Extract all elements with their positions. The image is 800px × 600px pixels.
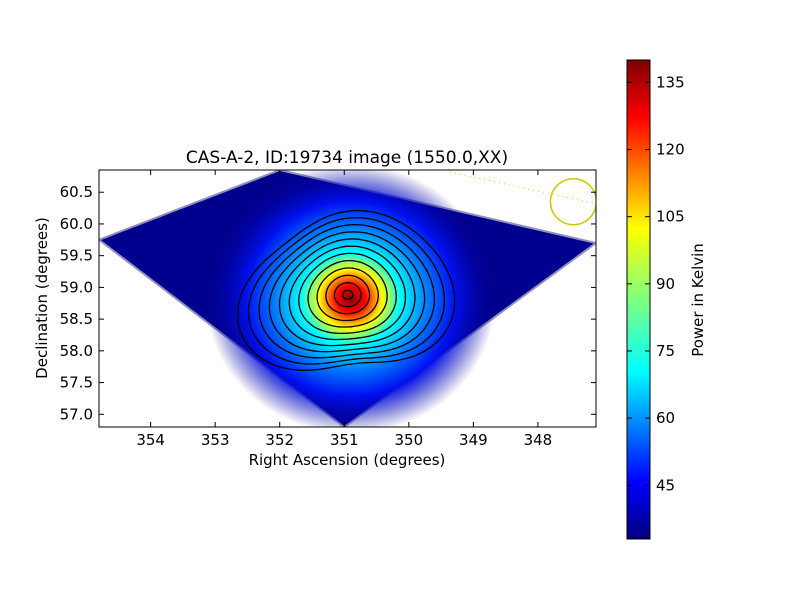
x-tick-label: 350 (394, 431, 423, 449)
y-tick-label: 59.0 (60, 278, 93, 296)
plot-area (99, 170, 596, 427)
y-tick-label: 60.5 (60, 183, 93, 201)
y-tick-label: 60.0 (60, 215, 93, 233)
colorbar-tick-label: 120 (656, 141, 685, 159)
contour-line (288, 245, 407, 341)
contour-line (316, 267, 379, 322)
x-tick-label: 352 (265, 431, 294, 449)
y-axis-label: Declination (degrees) (33, 217, 51, 379)
contour-line (325, 274, 371, 315)
colorbar (626, 59, 651, 540)
plot-frame (98, 169, 597, 428)
contour-line (268, 231, 426, 353)
contour-line (236, 209, 456, 371)
y-tick-label: 57.5 (60, 374, 93, 392)
x-tick-label: 348 (524, 431, 553, 449)
contour-lines (236, 209, 456, 371)
x-tick-label: 351 (330, 431, 359, 449)
colorbar-ticks: 45 60 75 90 105 120 135 (627, 73, 685, 494)
x-tick-label: 349 (459, 431, 488, 449)
beam-circle-annotation (549, 177, 596, 226)
y-tick-label: 57.0 (60, 405, 93, 423)
contour-line (247, 216, 446, 365)
colorbar-tick-label: 75 (656, 342, 675, 360)
contour-line (298, 252, 397, 335)
x-tick-label: 354 (136, 431, 165, 449)
contour-line (278, 238, 416, 347)
colorbar-tick-label: 135 (656, 73, 685, 91)
x-tick-label: 353 (201, 431, 230, 449)
contour-line (307, 259, 388, 328)
contour-line (333, 282, 362, 308)
contour-line (258, 223, 436, 359)
colorbar-tick-label: 90 (656, 275, 675, 293)
x-axis-label: Right Ascension (degrees) (249, 451, 446, 469)
y-tick-label: 58.0 (60, 342, 93, 360)
contour-line (342, 289, 354, 301)
chart-title: CAS-A-2, ID:19734 image (1550.0,XX) (186, 148, 508, 168)
y-tick-label: 58.5 (60, 310, 93, 328)
y-axis-ticks: 57.0 57.5 58.0 58.5 59.0 59.5 60.0 60.5 (60, 183, 596, 423)
y-tick-label: 59.5 (60, 247, 93, 265)
colorbar-label: Power in Kelvin (689, 243, 707, 357)
colorbar-tick-label: 60 (656, 409, 675, 427)
x-axis-ticks: 354 353 352 351 350 349 348 (136, 170, 552, 449)
colorbar-tick-label: 105 (656, 208, 685, 226)
colorbar-tick-label: 45 (656, 476, 675, 494)
